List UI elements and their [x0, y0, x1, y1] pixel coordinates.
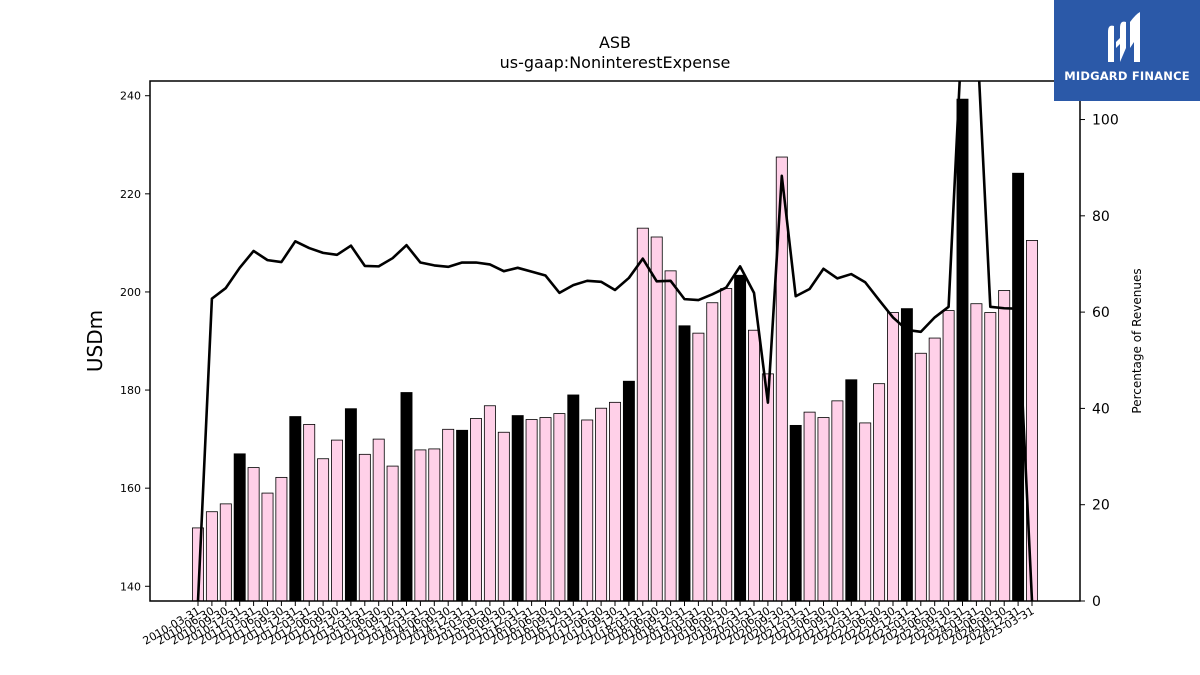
bar-2013-12-31 [400, 392, 413, 601]
chart-title: ASB [599, 33, 631, 52]
logo-mark-icon [1108, 12, 1140, 63]
bar-2023-06-30 [928, 337, 941, 601]
bar-2014-09-30 [442, 428, 455, 601]
bar-2021-12-31 [845, 379, 858, 601]
midgard-finance-logo: MIDGARD FINANCE [1054, 0, 1200, 101]
bar-2011-09-30 [275, 476, 288, 601]
bar-2019-06-30 [706, 302, 719, 601]
bar-2025-03-31 [1026, 240, 1038, 601]
bar-2016-09-30 [553, 413, 566, 601]
bar-2011-06-30 [261, 492, 274, 601]
bar-2015-03-31 [470, 418, 482, 601]
bar-2024-09-30 [998, 290, 1011, 601]
plot-frame [149, 80, 1081, 602]
chart-subtitle: us-gaap:NoninterestExpense [500, 53, 731, 72]
bar-2013-06-30 [372, 438, 385, 601]
bar-2013-09-30 [386, 465, 399, 601]
line-group [196, 81, 1034, 601]
bar-2019-09-30 [720, 288, 733, 601]
y2-tick-label: 0 [1092, 594, 1101, 610]
bar-2014-06-30 [428, 448, 441, 601]
y2-tick-label: 60 [1092, 305, 1110, 321]
bar-2011-12-31 [289, 416, 302, 601]
bar-2024-06-30 [984, 312, 997, 601]
bar-2010-06-30 [205, 511, 218, 601]
bar-2016-03-31 [525, 419, 538, 601]
bar-2013-03-31 [358, 453, 371, 601]
y2-tick-label: 40 [1092, 401, 1110, 417]
bar-2011-03-31 [247, 467, 260, 601]
bar-2017-09-30 [609, 401, 621, 601]
bar-2021-06-30 [817, 417, 830, 601]
bar-2019-03-31 [692, 332, 705, 601]
bar-2018-06-30 [650, 236, 663, 601]
bar-2024-03-31 [970, 303, 983, 601]
bar-2022-09-30 [887, 312, 899, 601]
y-tick-label: 140 [120, 580, 141, 593]
bar-2014-12-31 [456, 429, 469, 601]
y-axis-label: USDm [83, 310, 107, 372]
pct-revenues-line [196, 81, 1034, 601]
y2-tick-label: 20 [1092, 498, 1110, 514]
bar-2017-12-31 [622, 380, 635, 601]
bar-2012-09-30 [331, 439, 343, 601]
bar-2020-12-31 [789, 424, 802, 601]
y2-axis-label: Percentage of Revenues [1130, 268, 1144, 413]
bar-2021-03-31 [803, 411, 816, 601]
bar-2017-03-31 [581, 419, 594, 601]
bar-2015-06-30 [483, 405, 496, 601]
y-tick-label: 240 [120, 90, 141, 103]
bar-2012-06-30 [317, 458, 330, 601]
bar-2017-06-30 [595, 407, 608, 601]
bar-2015-12-31 [511, 415, 524, 601]
bars-group [192, 98, 1038, 601]
bar-2020-03-31 [748, 329, 760, 601]
bar-2022-12-31 [900, 308, 913, 601]
bar-2022-06-30 [873, 383, 886, 601]
bar-2021-09-30 [831, 400, 844, 601]
bar-2010-09-30 [219, 503, 232, 601]
y-tick-label: 220 [120, 188, 141, 201]
bar-2020-06-30 [761, 373, 774, 601]
bar-2018-12-31 [678, 325, 691, 601]
bar-2012-12-31 [344, 408, 357, 601]
bar-2018-09-30 [664, 270, 677, 601]
bar-2023-03-31 [914, 352, 927, 601]
y2-tick-label: 100 [1092, 113, 1119, 129]
bar-2010-12-31 [233, 453, 246, 601]
bar-2018-03-31 [636, 227, 649, 601]
bar-2023-12-31 [956, 98, 969, 601]
bar-2014-03-31 [414, 449, 427, 601]
y2-tick-label: 80 [1092, 209, 1110, 225]
y-tick-label: 160 [120, 482, 141, 495]
axes-group: 1401601802002202400204060801002010-03-31… [120, 90, 1119, 648]
bar-2012-03-31 [303, 423, 316, 601]
y-tick-label: 180 [120, 384, 141, 397]
bar-2016-06-30 [539, 417, 552, 601]
bar-2015-09-30 [497, 431, 510, 601]
bar-2022-03-31 [859, 422, 872, 601]
bar-2019-12-31 [734, 274, 747, 601]
bar-2023-09-30 [942, 310, 955, 601]
bar-2016-12-31 [567, 394, 580, 601]
y-tick-label: 200 [120, 286, 141, 299]
logo-text: MIDGARD FINANCE [1064, 69, 1190, 83]
